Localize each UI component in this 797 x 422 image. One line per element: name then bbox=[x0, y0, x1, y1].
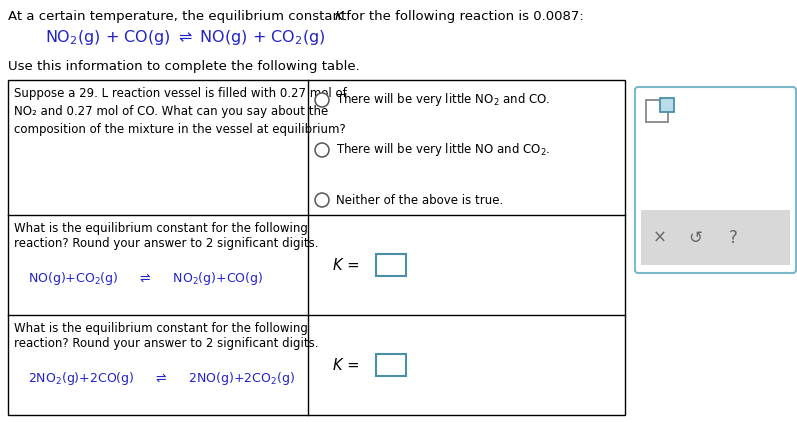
Bar bbox=[641, 210, 790, 265]
Text: ×: × bbox=[653, 229, 667, 247]
Bar bbox=[376, 354, 406, 376]
Text: There will be very little NO and CO$_2$.: There will be very little NO and CO$_2$. bbox=[336, 141, 550, 159]
Text: NO$_2$(g) + CO(g) $\rightleftharpoons$ NO(g) + CO$_2$(g): NO$_2$(g) + CO(g) $\rightleftharpoons$ N… bbox=[45, 28, 325, 47]
Text: ?: ? bbox=[728, 229, 737, 247]
Text: Neither of the above is true.: Neither of the above is true. bbox=[336, 194, 503, 206]
Bar bbox=[8, 80, 625, 415]
Text: K =: K = bbox=[333, 257, 359, 273]
Bar bbox=[646, 100, 668, 122]
Bar bbox=[660, 98, 674, 112]
Circle shape bbox=[315, 93, 329, 107]
Text: for the following reaction is 0.0087:: for the following reaction is 0.0087: bbox=[342, 10, 583, 23]
Text: Suppose a 29. L reaction vessel is filled with 0.27 mol of
NO₂ and 0.27 mol of C: Suppose a 29. L reaction vessel is fille… bbox=[14, 87, 347, 136]
Text: At a certain temperature, the equilibrium constant: At a certain temperature, the equilibriu… bbox=[8, 10, 351, 23]
Bar bbox=[376, 254, 406, 276]
Text: What is the equilibrium constant for the following: What is the equilibrium constant for the… bbox=[14, 222, 308, 235]
Text: There will be very little NO$_2$ and CO.: There will be very little NO$_2$ and CO. bbox=[336, 92, 550, 108]
Text: K =: K = bbox=[333, 357, 359, 373]
Circle shape bbox=[315, 143, 329, 157]
Text: x10: x10 bbox=[661, 99, 673, 104]
Text: K: K bbox=[335, 10, 344, 23]
Text: NO(g)+CO$_2$(g)     $\rightleftharpoons$     NO$_2$(g)+CO(g): NO(g)+CO$_2$(g) $\rightleftharpoons$ NO$… bbox=[28, 270, 263, 287]
Text: ↺: ↺ bbox=[688, 229, 702, 247]
Circle shape bbox=[315, 193, 329, 207]
Text: Use this information to complete the following table.: Use this information to complete the fol… bbox=[8, 60, 359, 73]
Text: reaction? Round your answer to 2 significant digits.: reaction? Round your answer to 2 signifi… bbox=[14, 237, 319, 250]
Text: reaction? Round your answer to 2 significant digits.: reaction? Round your answer to 2 signifi… bbox=[14, 337, 319, 350]
Text: What is the equilibrium constant for the following: What is the equilibrium constant for the… bbox=[14, 322, 308, 335]
Text: 2NO$_2$(g)+2CO(g)     $\rightleftharpoons$     2NO(g)+2CO$_2$(g): 2NO$_2$(g)+2CO(g) $\rightleftharpoons$ 2… bbox=[28, 370, 295, 387]
FancyBboxPatch shape bbox=[635, 87, 796, 273]
